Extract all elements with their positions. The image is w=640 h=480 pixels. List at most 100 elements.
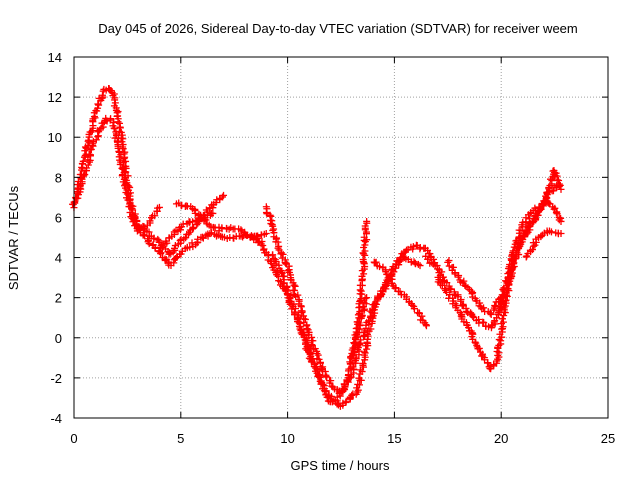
- data-point-marker: [502, 289, 510, 297]
- data-point-marker: [354, 380, 362, 388]
- y-tick-label: 8: [55, 170, 62, 185]
- data-point-marker: [403, 246, 411, 254]
- data-point-marker: [263, 210, 271, 218]
- data-point-marker: [374, 292, 382, 300]
- data-point-marker: [499, 318, 507, 326]
- data-point-marker: [372, 258, 380, 266]
- data-point-marker: [357, 287, 365, 295]
- data-point-marker: [208, 229, 216, 237]
- data-point-marker: [92, 136, 100, 144]
- data-point-marker: [80, 171, 88, 179]
- data-point-marker: [370, 301, 378, 309]
- data-point-marker: [553, 181, 561, 189]
- data-point-marker: [116, 124, 124, 132]
- data-point-marker: [354, 311, 362, 319]
- data-point-marker: [528, 246, 536, 254]
- data-point-marker: [291, 310, 299, 318]
- data-point-marker: [114, 144, 122, 152]
- data-point-marker: [487, 311, 495, 319]
- data-point-marker: [349, 344, 357, 352]
- data-point-marker: [444, 258, 452, 266]
- y-tick-label: 6: [55, 210, 62, 225]
- data-point-marker: [396, 288, 404, 296]
- data-point-marker: [378, 290, 386, 298]
- chart-title: Day 045 of 2026, Sidereal Day-to-day VTE…: [98, 21, 578, 36]
- x-tick-label: 5: [177, 431, 184, 446]
- data-point-marker: [513, 249, 521, 257]
- data-point-marker: [368, 305, 376, 313]
- data-point-marker: [297, 307, 305, 315]
- x-tick-label: 20: [494, 431, 508, 446]
- data-point-marker: [360, 270, 368, 278]
- data-point-marker: [129, 218, 137, 226]
- data-point-marker: [418, 312, 426, 320]
- data-point-marker: [409, 243, 417, 251]
- data-point-marker: [557, 229, 565, 237]
- data-point-marker: [356, 281, 364, 289]
- x-tick-label: 25: [601, 431, 615, 446]
- data-point-marker: [322, 372, 330, 380]
- series-track-3: [127, 203, 163, 235]
- y-tick-label: -2: [50, 371, 62, 386]
- data-point-marker: [365, 317, 373, 325]
- data-point-marker: [262, 229, 270, 237]
- data-point-marker: [302, 339, 310, 347]
- data-point-marker: [169, 248, 177, 256]
- data-point-marker: [410, 305, 418, 313]
- data-point-marker: [316, 358, 324, 366]
- data-point-marker: [357, 295, 365, 303]
- x-tick-label: 0: [70, 431, 77, 446]
- data-point-marker: [361, 349, 369, 357]
- data-point-marker: [125, 190, 133, 198]
- data-point-marker: [79, 157, 87, 165]
- data-point-marker: [438, 268, 446, 276]
- data-point-marker: [447, 286, 455, 294]
- data-point-marker: [557, 217, 565, 225]
- data-point-marker: [128, 204, 136, 212]
- data-point-marker: [315, 355, 323, 363]
- y-tick-label: 14: [48, 50, 62, 65]
- data-point-marker: [505, 280, 513, 288]
- data-point-marker: [353, 318, 361, 326]
- data-point-marker: [257, 240, 265, 248]
- data-point-marker: [451, 270, 459, 278]
- data-point-marker: [279, 250, 287, 258]
- y-tick-label: 0: [55, 331, 62, 346]
- data-point-marker: [189, 218, 197, 226]
- data-point-marker: [132, 221, 140, 229]
- series-track-13: [444, 257, 505, 319]
- data-point-marker: [424, 255, 432, 263]
- axes: 0 5 10 15 20 25 -4 -2 0 2 4 6 8 10 12 14: [48, 50, 616, 446]
- y-axis-label: SDTVAR / TECUs: [6, 185, 21, 290]
- data-point-marker: [111, 99, 119, 107]
- data-point-marker: [273, 271, 281, 279]
- data-point-marker: [360, 233, 368, 241]
- data-point-marker: [139, 231, 147, 239]
- data-point-marker: [254, 238, 262, 246]
- data-point-marker: [551, 204, 559, 212]
- data-point-marker: [549, 187, 557, 195]
- data-point-marker: [217, 232, 225, 240]
- data-point-marker: [428, 258, 436, 266]
- data-point-marker: [552, 209, 560, 217]
- x-axis-label: GPS time / hours: [291, 458, 390, 473]
- data-point-marker: [333, 393, 341, 401]
- data-point-marker: [259, 242, 267, 250]
- data-point-marker: [111, 125, 119, 133]
- data-point-marker: [128, 214, 136, 222]
- x-tick-label: 10: [280, 431, 294, 446]
- data-point-marker: [96, 126, 104, 134]
- data-point-marker: [98, 91, 106, 99]
- data-point-marker: [392, 284, 400, 292]
- data-point-marker: [312, 367, 320, 375]
- data-point-marker: [103, 117, 111, 125]
- data-point-marker: [136, 226, 144, 234]
- data-point-marker: [414, 260, 422, 268]
- data-point-marker: [150, 234, 158, 242]
- data-point-marker: [371, 299, 379, 307]
- y-tick-label: -4: [50, 411, 62, 426]
- data-point-marker: [359, 359, 367, 367]
- data-point-marker: [534, 211, 542, 219]
- y-tick-label: 2: [55, 291, 62, 306]
